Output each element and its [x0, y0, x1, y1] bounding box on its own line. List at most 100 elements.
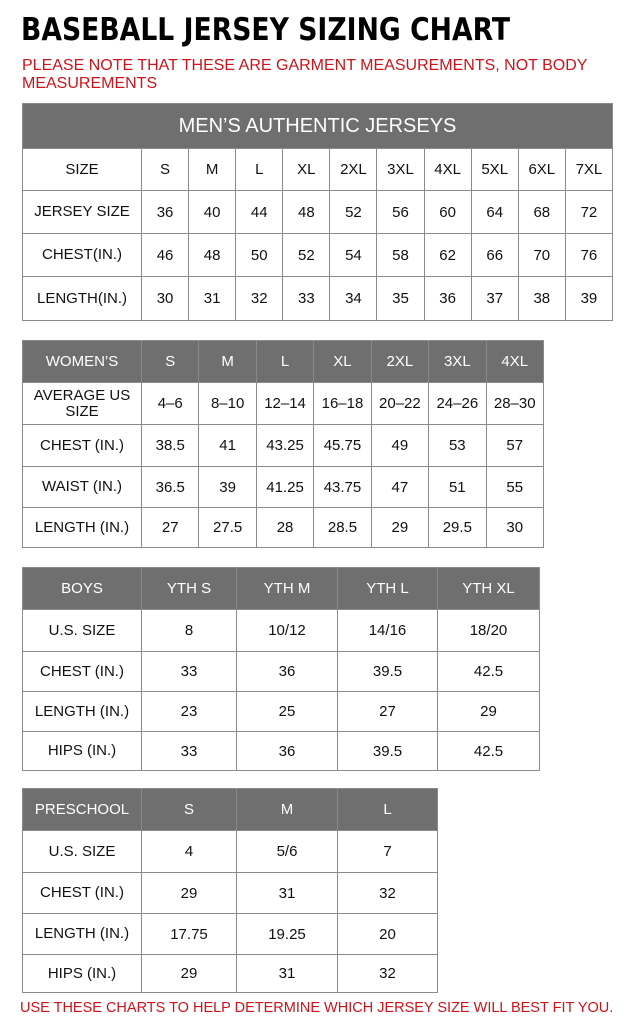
row-label: U.S. SIZE — [22, 609, 142, 652]
table-cell: 4–6 — [140, 382, 200, 425]
column-header: YTH M — [236, 567, 338, 610]
table-cell: 66 — [470, 233, 519, 277]
table-cell: 45.75 — [313, 424, 372, 467]
table-cell: 64 — [470, 190, 519, 234]
page-title: BASEBALL JERSEY SIZING CHART — [21, 12, 511, 48]
row-label: CHEST(IN.) — [22, 233, 142, 277]
boys-size-table: BOYS YTH S YTH M YTH L YTH XL U.S. SIZE 8 10/12… — [22, 567, 540, 771]
table-cell: 8 — [141, 609, 237, 652]
column-header: SIZE — [22, 148, 142, 191]
table-header-row: BOYS YTH S YTH M YTH L YTH XL — [22, 567, 540, 610]
table-cell: 18/20 — [437, 609, 540, 652]
table-cell: 17.75 — [141, 913, 237, 955]
table-cell: 31 — [236, 954, 338, 993]
table-row: LENGTH (IN.) 27 27.5 28 28.5 29 29.5 30 — [22, 507, 544, 548]
footer-note: USE THESE CHARTS TO HELP DETERMINE WHICH… — [20, 1000, 614, 1016]
table-cell: 29 — [141, 954, 237, 993]
table-header-row: PRESCHOOL S M L — [22, 788, 438, 831]
column-header: XL — [282, 148, 331, 191]
table-header-row: SIZE S M L XL 2XL 3XL 4XL 5XL 6XL 7XL — [22, 148, 613, 191]
table-cell: 24–26 — [428, 382, 487, 425]
row-label: JERSEY SIZE — [22, 190, 142, 234]
column-header: M — [188, 148, 237, 191]
column-header: S — [140, 340, 200, 383]
table-cell: 38 — [517, 276, 566, 321]
row-label: LENGTH (IN.) — [22, 691, 142, 732]
column-header: S — [140, 148, 190, 191]
table-row: LENGTH (IN.) 17.75 19.25 20 — [22, 913, 438, 955]
table-cell: 39 — [564, 276, 613, 321]
table-cell: 27 — [140, 507, 200, 548]
row-label: WAIST (IN.) — [22, 466, 142, 508]
column-header: 4XL — [485, 340, 544, 383]
table-cell: 41.25 — [255, 466, 315, 508]
table-banner: MEN’S AUTHENTIC JERSEYS — [22, 103, 613, 149]
row-label: CHEST (IN.) — [22, 651, 142, 692]
table-cell: 58 — [376, 233, 425, 277]
column-header: 6XL — [517, 148, 566, 191]
table-row: AVERAGE US SIZE 4–6 8–10 12–14 16–18 20–22 24–… — [22, 382, 544, 425]
table-cell: 20–22 — [370, 382, 430, 425]
table-row: CHEST (IN.) 33 36 39.5 42.5 — [22, 651, 540, 692]
column-header: 3XL — [376, 148, 425, 191]
table-cell: 36 — [140, 190, 190, 234]
table-cell: 48 — [188, 233, 237, 277]
table-cell: 4 — [141, 830, 237, 873]
column-header: 3XL — [428, 340, 487, 383]
table-row: WAIST (IN.) 36.5 39 41.25 43.75 47 51 55 — [22, 466, 544, 508]
table-cell: 28 — [255, 507, 315, 548]
table-row: CHEST (IN.) 38.5 41 43.25 45.75 49 53 57 — [22, 424, 544, 467]
table-row: CHEST (IN.) 29 31 32 — [22, 872, 438, 914]
table-cell: 57 — [485, 424, 544, 467]
row-label: HIPS (IN.) — [22, 731, 142, 771]
table-cell: 48 — [282, 190, 331, 234]
table-cell: 7 — [337, 830, 438, 873]
row-label: AVERAGE US SIZE — [22, 382, 142, 425]
row-label: LENGTH(IN.) — [22, 276, 142, 321]
table-cell: 36 — [423, 276, 472, 321]
table-cell: 36 — [236, 651, 338, 692]
column-header: L — [235, 148, 284, 191]
garment-note: PLEASE NOTE THAT THESE ARE GARMENT MEASU… — [22, 57, 588, 92]
table-cell: 29 — [370, 507, 430, 548]
table-cell: 28–30 — [485, 382, 544, 425]
column-header: PRESCHOOL — [22, 788, 142, 831]
table-banner-row: MEN’S AUTHENTIC JERSEYS — [22, 103, 613, 149]
table-row: LENGTH (IN.) 23 25 27 29 — [22, 691, 540, 732]
table-cell: 8–10 — [198, 382, 257, 425]
table-cell: 30 — [485, 507, 544, 548]
table-row: JERSEY SIZE 36 40 44 48 52 56 60 64 68 72 — [22, 190, 613, 234]
table-cell: 68 — [517, 190, 566, 234]
table-cell: 27 — [337, 691, 438, 732]
column-header: 2XL — [370, 340, 430, 383]
table-cell: 49 — [370, 424, 430, 467]
column-header: 2XL — [329, 148, 378, 191]
table-cell: 19.25 — [236, 913, 338, 955]
table-cell: 20 — [337, 913, 438, 955]
table-cell: 39.5 — [337, 731, 438, 771]
column-header: S — [141, 788, 237, 831]
table-row: LENGTH(IN.) 30 31 32 33 34 35 36 37 38 39 — [22, 276, 613, 321]
table-cell: 44 — [235, 190, 284, 234]
row-label: CHEST (IN.) — [22, 424, 142, 467]
table-cell: 43.25 — [255, 424, 315, 467]
column-header: BOYS — [22, 567, 142, 610]
table-cell: 53 — [428, 424, 487, 467]
table-cell: 36.5 — [140, 466, 200, 508]
column-header: L — [255, 340, 315, 383]
table-cell: 46 — [140, 233, 190, 277]
row-label: HIPS (IN.) — [22, 954, 142, 993]
column-header: 7XL — [564, 148, 613, 191]
table-cell: 34 — [329, 276, 378, 321]
table-cell: 29 — [437, 691, 540, 732]
table-cell: 10/12 — [236, 609, 338, 652]
table-cell: 39.5 — [337, 651, 438, 692]
table-cell: 33 — [141, 651, 237, 692]
column-header: YTH L — [337, 567, 438, 610]
table-cell: 56 — [376, 190, 425, 234]
table-cell: 40 — [188, 190, 237, 234]
table-cell: 70 — [517, 233, 566, 277]
column-header: M — [236, 788, 338, 831]
table-cell: 28.5 — [313, 507, 372, 548]
table-cell: 62 — [423, 233, 472, 277]
